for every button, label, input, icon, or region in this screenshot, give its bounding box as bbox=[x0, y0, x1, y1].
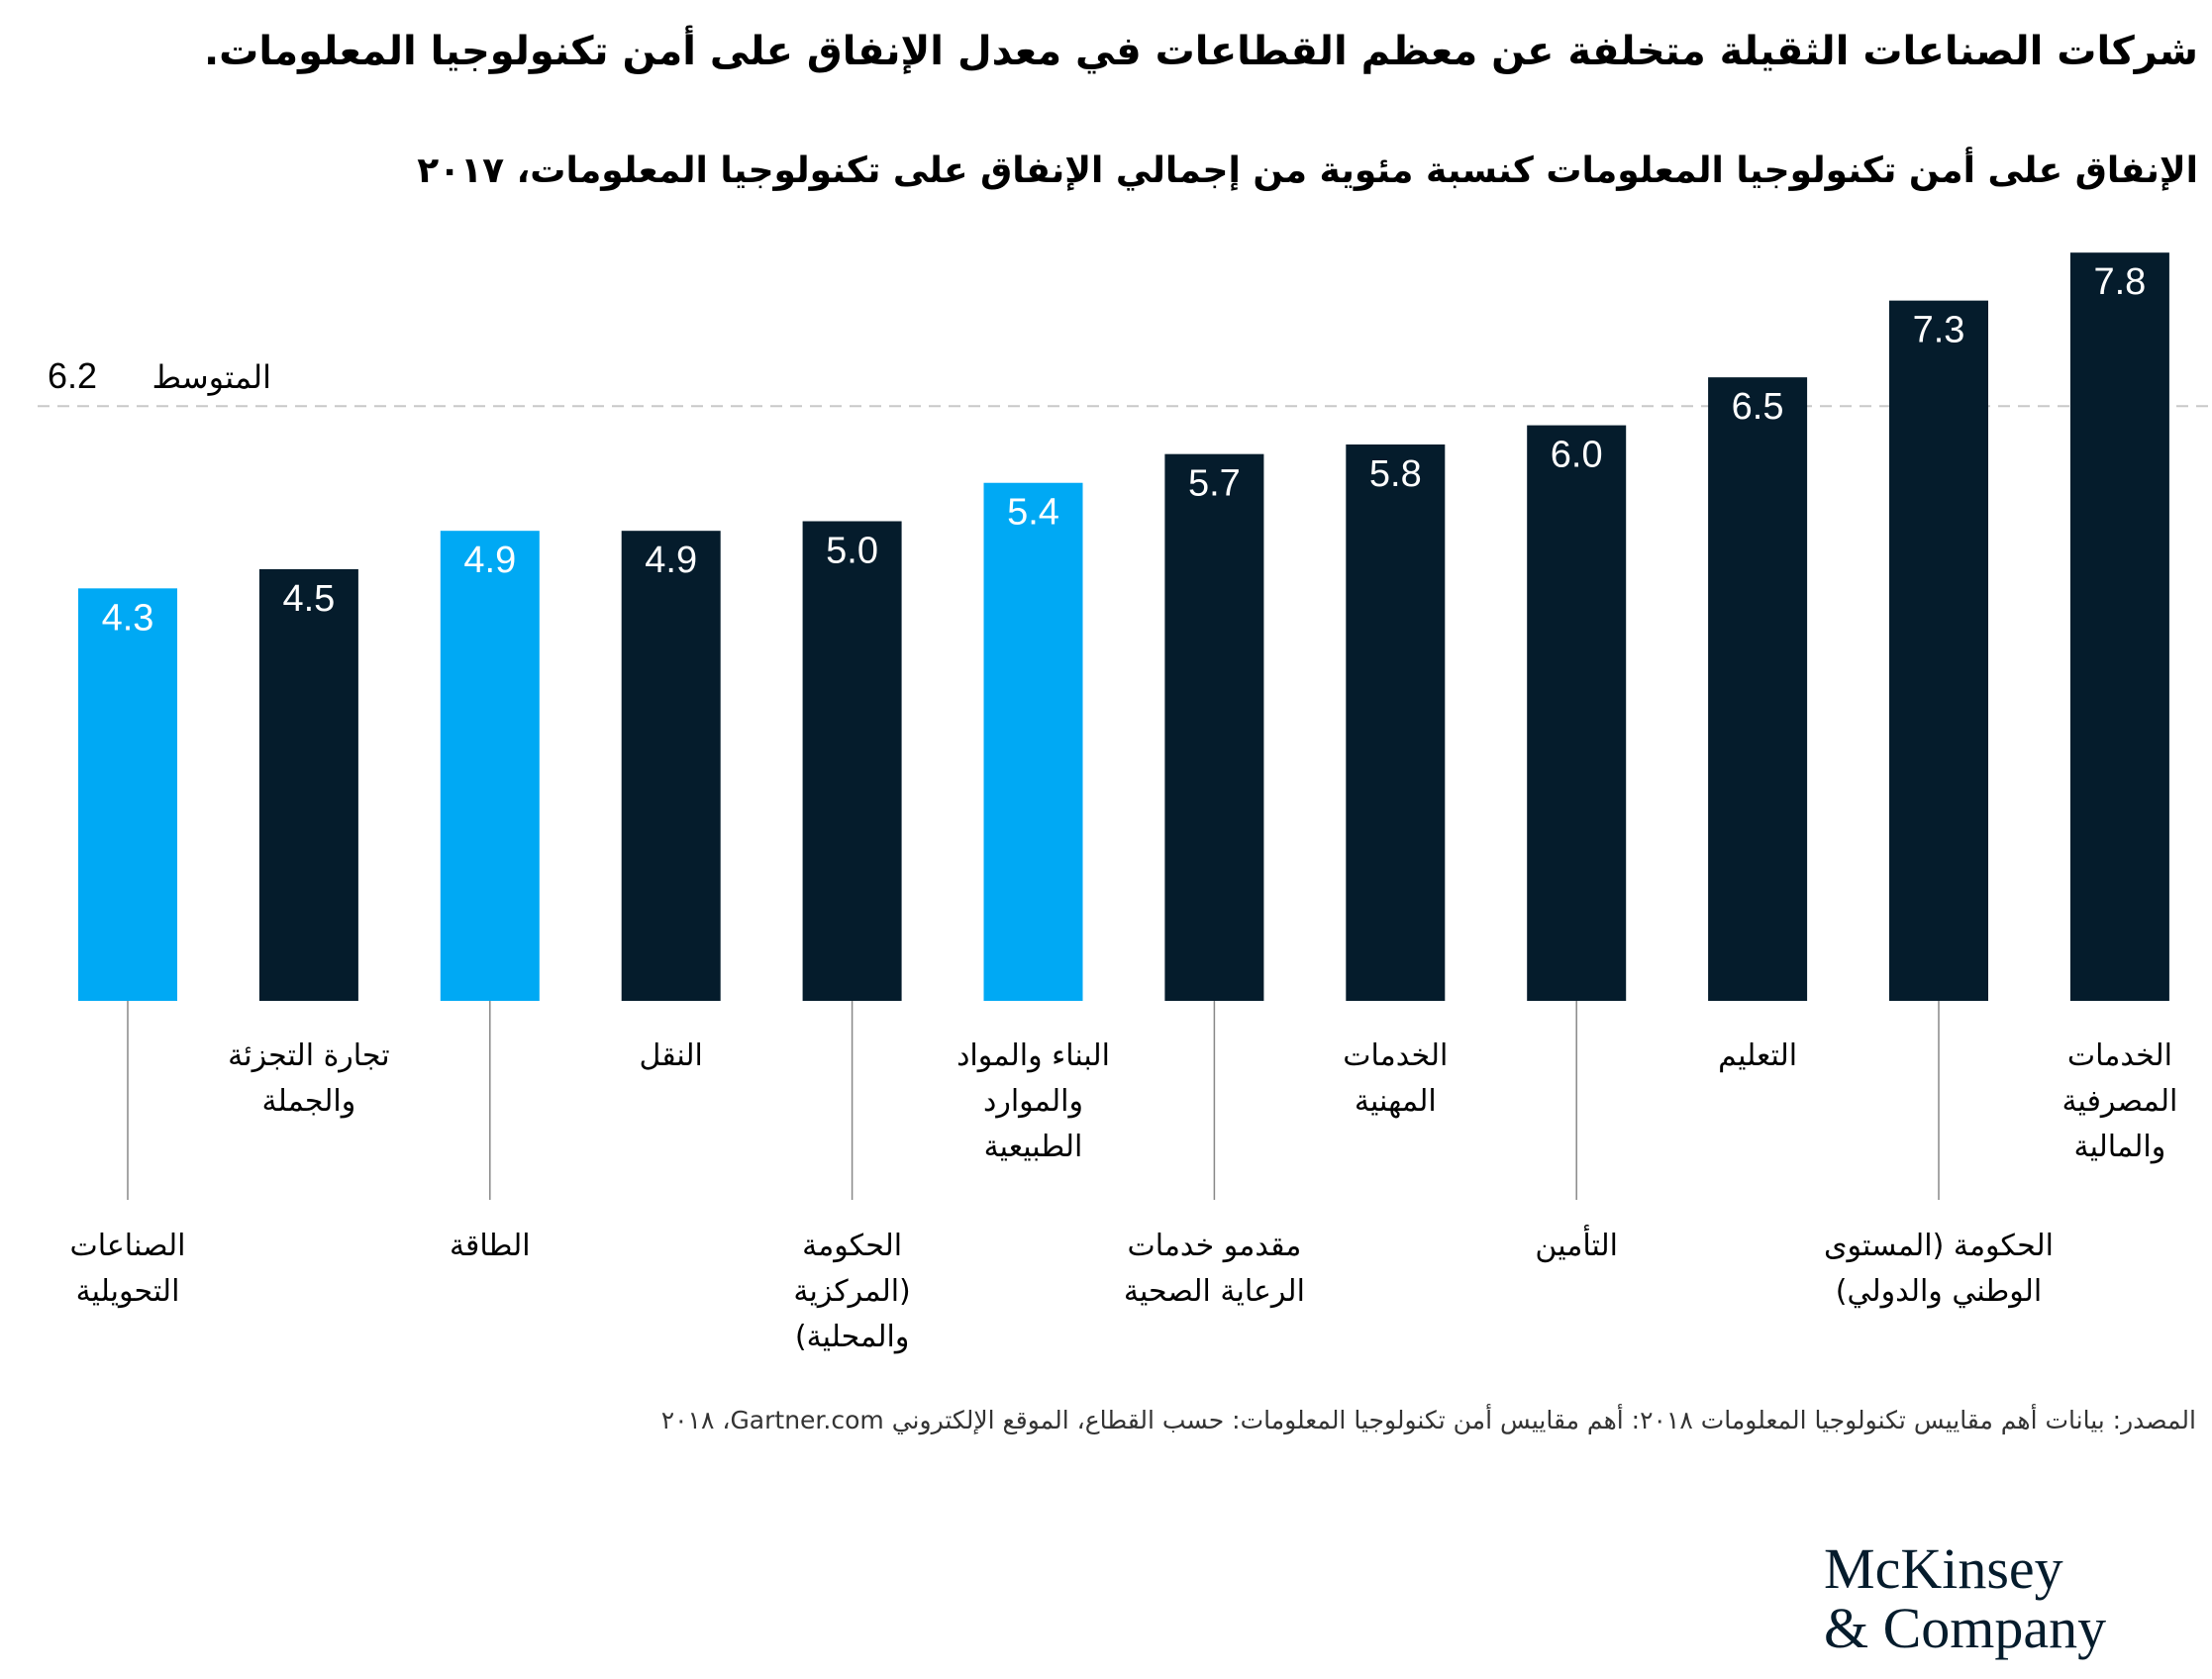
source-note: المصدر: بيانات أهم مقاييس تكنولوجيا المع… bbox=[660, 1406, 2196, 1434]
category-label-line: الرعاية الصحية bbox=[1124, 1274, 1305, 1309]
category-label-line: والمالية bbox=[2074, 1130, 2166, 1164]
bar bbox=[621, 531, 721, 1001]
bar bbox=[1346, 444, 1446, 1002]
category-label-line: الطاقة bbox=[450, 1229, 531, 1263]
category-label-line: الوطني والدولي) bbox=[1836, 1274, 2043, 1309]
category-label: الخدمات المهنية bbox=[1343, 1038, 1448, 1119]
category-label: النقل bbox=[639, 1038, 702, 1073]
logo-line-1: McKinsey bbox=[1824, 1536, 2063, 1601]
bar-value-label: 6.5 bbox=[1732, 386, 1784, 428]
average-value: 6.2 bbox=[48, 355, 97, 396]
category-label: مقدمو خدمات الرعاية الصحية bbox=[1124, 1229, 1305, 1309]
bar bbox=[2069, 252, 2169, 1001]
category-label: الطاقة bbox=[450, 1229, 531, 1263]
bar-chart: 6.2 المتوسط 4.3 4.5 4.9 4.9 5.0 5.4 5.7 5.8 6.0 6… bbox=[38, 252, 2212, 1354]
category-label: الصناعات التحويلية bbox=[70, 1229, 186, 1309]
category-label: تجارة التجزئة والجملة bbox=[228, 1038, 389, 1119]
bar-value-label: 7.8 bbox=[2093, 261, 2146, 303]
bar-value-label: 5.7 bbox=[1188, 463, 1241, 505]
average-label: المتوسط bbox=[151, 358, 271, 396]
category-label-line: تجارة التجزئة bbox=[228, 1038, 389, 1073]
bar-value-label: 4.9 bbox=[463, 540, 516, 581]
category-label-line: البناء والمواد bbox=[956, 1038, 1110, 1073]
chart-headline: شركات الصناعات الثقيلة متخلفة عن معظم ال… bbox=[203, 29, 2198, 74]
category-label-line: التأمين bbox=[1535, 1224, 1618, 1263]
bar bbox=[983, 482, 1083, 1001]
bar bbox=[802, 521, 902, 1001]
chart-subtitle: الإنفاق على أمن تكنولوجيا المعلومات كنسب… bbox=[417, 150, 2198, 191]
category-label: الحكومة (المستوى الوطني والدولي) bbox=[1824, 1229, 2054, 1309]
bar bbox=[1889, 300, 1988, 1001]
category-label-line: التحويلية bbox=[76, 1274, 180, 1309]
bar-value-label: 5.4 bbox=[1007, 492, 1059, 534]
category-label-line: مقدمو خدمات bbox=[1127, 1229, 1301, 1263]
bar-value-label: 5.8 bbox=[1369, 453, 1422, 495]
bar-value-label: 4.9 bbox=[645, 540, 697, 581]
category-label-line: الصناعات bbox=[70, 1229, 186, 1263]
bar-value-label: 5.0 bbox=[826, 531, 878, 572]
bar bbox=[78, 588, 177, 1001]
category-label-line: النقل bbox=[639, 1038, 702, 1073]
category-label: التأمين bbox=[1535, 1224, 1618, 1263]
category-label-line: والجملة bbox=[262, 1084, 356, 1119]
category-label-line: (المركزية bbox=[793, 1274, 910, 1309]
category-label-line: الحكومة bbox=[802, 1229, 902, 1263]
bar bbox=[440, 531, 540, 1001]
bar-value-label: 6.0 bbox=[1551, 435, 1603, 476]
category-label: الحكومة (المركزية والمحلية) bbox=[793, 1229, 910, 1354]
category-labels-group: الصناعات التحويلية تجارة التجزئة والجملة الط… bbox=[70, 1001, 2177, 1354]
category-label-line: الخدمات bbox=[1343, 1038, 1448, 1073]
category-label: التعليم bbox=[1718, 1038, 1797, 1073]
category-label-line: التعليم bbox=[1718, 1038, 1797, 1073]
category-label-line: والمحلية) bbox=[795, 1320, 909, 1354]
category-label-line: المصرفية bbox=[2061, 1084, 2177, 1119]
category-label-line: الحكومة (المستوى bbox=[1824, 1229, 2054, 1263]
bar bbox=[1164, 453, 1264, 1001]
category-label-line: الطبيعية bbox=[984, 1130, 1083, 1164]
bars-group: 4.3 4.5 4.9 4.9 5.0 5.4 5.7 5.8 6.0 6.5 7.3 7.8 bbox=[78, 252, 2169, 1002]
category-label-line: الخدمات bbox=[2067, 1038, 2172, 1073]
bar bbox=[258, 568, 358, 1001]
category-label: البناء والمواد والموارد الطبيعية bbox=[956, 1038, 1110, 1164]
category-label-line: والموارد bbox=[983, 1084, 1083, 1119]
bar bbox=[1527, 425, 1627, 1002]
average-reference: 6.2 المتوسط bbox=[38, 355, 2212, 408]
mckinsey-logo: McKinsey & Company bbox=[1824, 1539, 2190, 1658]
category-label: الخدمات المصرفية والمالية bbox=[2061, 1038, 2177, 1164]
bar-value-label: 7.3 bbox=[1913, 310, 1965, 351]
bar-value-label: 4.5 bbox=[282, 578, 335, 620]
bar bbox=[1708, 377, 1808, 1001]
category-label-line: المهنية bbox=[1355, 1084, 1437, 1119]
bar-value-label: 4.3 bbox=[102, 597, 154, 639]
logo-line-2: & Company bbox=[1824, 1596, 2107, 1660]
